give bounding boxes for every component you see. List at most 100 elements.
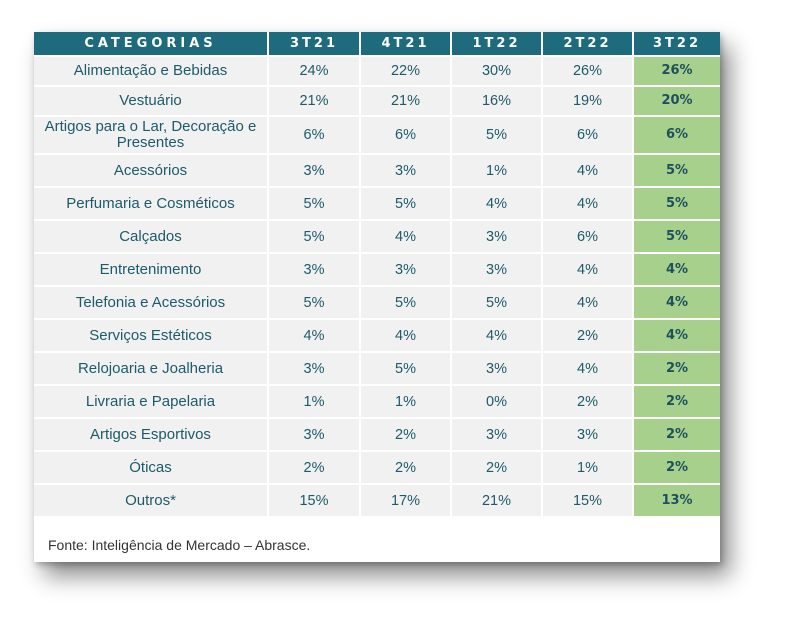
category-cell: Calçados <box>34 221 267 254</box>
table-row: Perfumaria e Cosméticos 5% 5% 4% 4% 5% <box>34 188 720 221</box>
category-cell: Perfumaria e Cosméticos <box>34 188 267 221</box>
value-cell: 22% <box>359 57 450 87</box>
value-cell: 6% <box>541 117 632 155</box>
value-cell: 5% <box>359 188 450 221</box>
highlight-value-cell: 26% <box>632 57 720 87</box>
header-3t22: 3T22 <box>632 32 720 57</box>
value-cell: 3% <box>541 419 632 452</box>
category-cell: Relojoaria e Joalheria <box>34 353 267 386</box>
value-cell: 3% <box>267 155 359 188</box>
value-cell: 30% <box>450 57 541 87</box>
value-cell: 15% <box>267 485 359 518</box>
value-cell: 16% <box>450 87 541 117</box>
category-cell: Acessórios <box>34 155 267 188</box>
category-cell: Artigos Esportivos <box>34 419 267 452</box>
value-cell: 5% <box>359 353 450 386</box>
value-cell: 2% <box>359 452 450 485</box>
table-row: Entretenimento 3% 3% 3% 4% 4% <box>34 254 720 287</box>
table-row: Artigos para o Lar, Decoração e Presente… <box>34 117 720 155</box>
category-cell: Serviços Estéticos <box>34 320 267 353</box>
value-cell: 4% <box>541 254 632 287</box>
value-cell: 3% <box>450 353 541 386</box>
value-cell: 2% <box>267 452 359 485</box>
value-cell: 3% <box>267 419 359 452</box>
value-cell: 19% <box>541 87 632 117</box>
value-cell: 1% <box>541 452 632 485</box>
value-cell: 1% <box>267 386 359 419</box>
value-cell: 3% <box>359 254 450 287</box>
value-cell: 5% <box>267 188 359 221</box>
category-cell: Alimentação e Bebidas <box>34 57 267 87</box>
table-header-row: CATEGORIAS 3T21 4T21 1T22 2T22 3T22 <box>34 32 720 57</box>
highlight-value-cell: 20% <box>632 87 720 117</box>
header-2t22: 2T22 <box>541 32 632 57</box>
value-cell: 2% <box>541 386 632 419</box>
value-cell: 2% <box>359 419 450 452</box>
highlight-value-cell: 13% <box>632 485 720 518</box>
table-row: Livraria e Papelaria 1% 1% 0% 2% 2% <box>34 386 720 419</box>
value-cell: 1% <box>450 155 541 188</box>
table-row: Óticas 2% 2% 2% 1% 2% <box>34 452 720 485</box>
table-row: Alimentação e Bebidas 24% 22% 30% 26% 26% <box>34 57 720 87</box>
category-cell: Vestuário <box>34 87 267 117</box>
value-cell: 3% <box>450 221 541 254</box>
highlight-value-cell: 2% <box>632 452 720 485</box>
category-cell: Telefonia e Acessórios <box>34 287 267 320</box>
value-cell: 4% <box>541 155 632 188</box>
value-cell: 5% <box>450 287 541 320</box>
highlight-value-cell: 2% <box>632 419 720 452</box>
value-cell: 3% <box>450 419 541 452</box>
categories-table: CATEGORIAS 3T21 4T21 1T22 2T22 3T22 Alim… <box>34 32 720 518</box>
category-cell: Outros* <box>34 485 267 518</box>
highlight-value-cell: 6% <box>632 117 720 155</box>
value-cell: 1% <box>359 386 450 419</box>
value-cell: 5% <box>267 221 359 254</box>
value-cell: 24% <box>267 57 359 87</box>
table-row: Outros* 15% 17% 21% 15% 13% <box>34 485 720 518</box>
value-cell: 21% <box>267 87 359 117</box>
value-cell: 2% <box>541 320 632 353</box>
table-row: Vestuário 21% 21% 16% 19% 20% <box>34 87 720 117</box>
header-categories: CATEGORIAS <box>34 32 267 57</box>
highlight-value-cell: 2% <box>632 386 720 419</box>
highlight-value-cell: 5% <box>632 221 720 254</box>
value-cell: 4% <box>267 320 359 353</box>
highlight-value-cell: 5% <box>632 155 720 188</box>
value-cell: 17% <box>359 485 450 518</box>
value-cell: 6% <box>267 117 359 155</box>
value-cell: 4% <box>541 188 632 221</box>
value-cell: 6% <box>359 117 450 155</box>
value-cell: 4% <box>450 188 541 221</box>
header-3t21: 3T21 <box>267 32 359 57</box>
value-cell: 6% <box>541 221 632 254</box>
highlight-value-cell: 4% <box>632 320 720 353</box>
category-cell: Livraria e Papelaria <box>34 386 267 419</box>
header-4t21: 4T21 <box>359 32 450 57</box>
value-cell: 3% <box>267 254 359 287</box>
value-cell: 3% <box>267 353 359 386</box>
source-footnote: Fonte: Inteligência de Mercado – Abrasce… <box>48 537 311 553</box>
value-cell: 5% <box>359 287 450 320</box>
category-cell: Artigos para o Lar, Decoração e Presente… <box>34 117 267 155</box>
value-cell: 4% <box>541 287 632 320</box>
table-row: Acessórios 3% 3% 1% 4% 5% <box>34 155 720 188</box>
highlight-value-cell: 5% <box>632 188 720 221</box>
value-cell: 5% <box>450 117 541 155</box>
value-cell: 26% <box>541 57 632 87</box>
value-cell: 21% <box>359 87 450 117</box>
value-cell: 4% <box>359 221 450 254</box>
category-cell: Entretenimento <box>34 254 267 287</box>
value-cell: 0% <box>450 386 541 419</box>
table-row: Calçados 5% 4% 3% 6% 5% <box>34 221 720 254</box>
table-row: Telefonia e Acessórios 5% 5% 5% 4% 4% <box>34 287 720 320</box>
table-row: Artigos Esportivos 3% 2% 3% 3% 2% <box>34 419 720 452</box>
value-cell: 3% <box>450 254 541 287</box>
data-card: CATEGORIAS 3T21 4T21 1T22 2T22 3T22 Alim… <box>34 32 720 562</box>
value-cell: 3% <box>359 155 450 188</box>
header-1t22: 1T22 <box>450 32 541 57</box>
category-cell: Óticas <box>34 452 267 485</box>
value-cell: 4% <box>450 320 541 353</box>
highlight-value-cell: 4% <box>632 254 720 287</box>
table-row: Serviços Estéticos 4% 4% 4% 2% 4% <box>34 320 720 353</box>
value-cell: 4% <box>359 320 450 353</box>
